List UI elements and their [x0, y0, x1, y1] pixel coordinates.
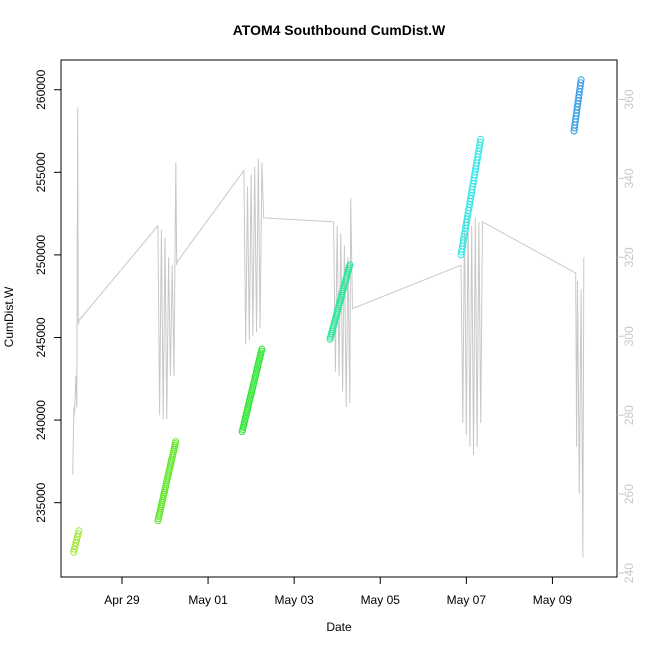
data-point	[477, 135, 485, 143]
y-left-tick-label: 245000	[34, 317, 48, 357]
data-point	[577, 76, 585, 84]
x-tick-label: May 03	[274, 593, 314, 607]
y-axis-label: CumDist.W	[2, 286, 16, 347]
data-point	[75, 527, 83, 535]
y-right-tick-label: 280	[622, 405, 636, 425]
data-point	[70, 545, 78, 553]
y-left-tick-label: 235000	[34, 482, 48, 522]
data-point	[172, 438, 180, 446]
y-right-tick-label: 260	[622, 484, 636, 504]
y-left-tick-label: 255000	[34, 152, 48, 192]
x-axis-label: Date	[326, 620, 352, 634]
x-tick-label: May 09	[533, 593, 573, 607]
chart-title: ATOM4 Southbound CumDist.W	[233, 22, 446, 38]
y-axis-right: 240 260 280 300 320 340 360	[617, 89, 636, 583]
y-right-tick-label: 340	[622, 168, 636, 188]
data-point	[74, 530, 82, 538]
x-tick-label: Apr 29	[104, 593, 140, 607]
x-tick-label: May 05	[361, 593, 401, 607]
y-left-tick-label: 240000	[34, 400, 48, 440]
y-left-tick-label: 250000	[34, 235, 48, 275]
y-axis-left: 235000 240000 245000 250000 255000 260000	[34, 69, 61, 523]
y-right-tick-label: 360	[622, 89, 636, 109]
data-point	[258, 345, 266, 353]
data-point	[476, 138, 484, 146]
y-right-tick-label: 300	[622, 326, 636, 346]
plot-content	[70, 76, 585, 558]
plot-frame	[60, 59, 618, 578]
y-right-tick-label: 240	[622, 563, 636, 583]
data-point	[346, 261, 354, 269]
x-axis: Apr 29 May 01 May 03 May 05 May 07 May 09	[104, 577, 572, 607]
data-point	[577, 79, 585, 87]
x-tick-label: May 01	[188, 593, 228, 607]
x-tick-label: May 07	[447, 593, 487, 607]
y-right-tick-label: 320	[622, 247, 636, 267]
y-left-tick-label: 260000	[34, 69, 48, 109]
data-point	[73, 536, 81, 544]
series-line-right-axis	[72, 107, 585, 558]
